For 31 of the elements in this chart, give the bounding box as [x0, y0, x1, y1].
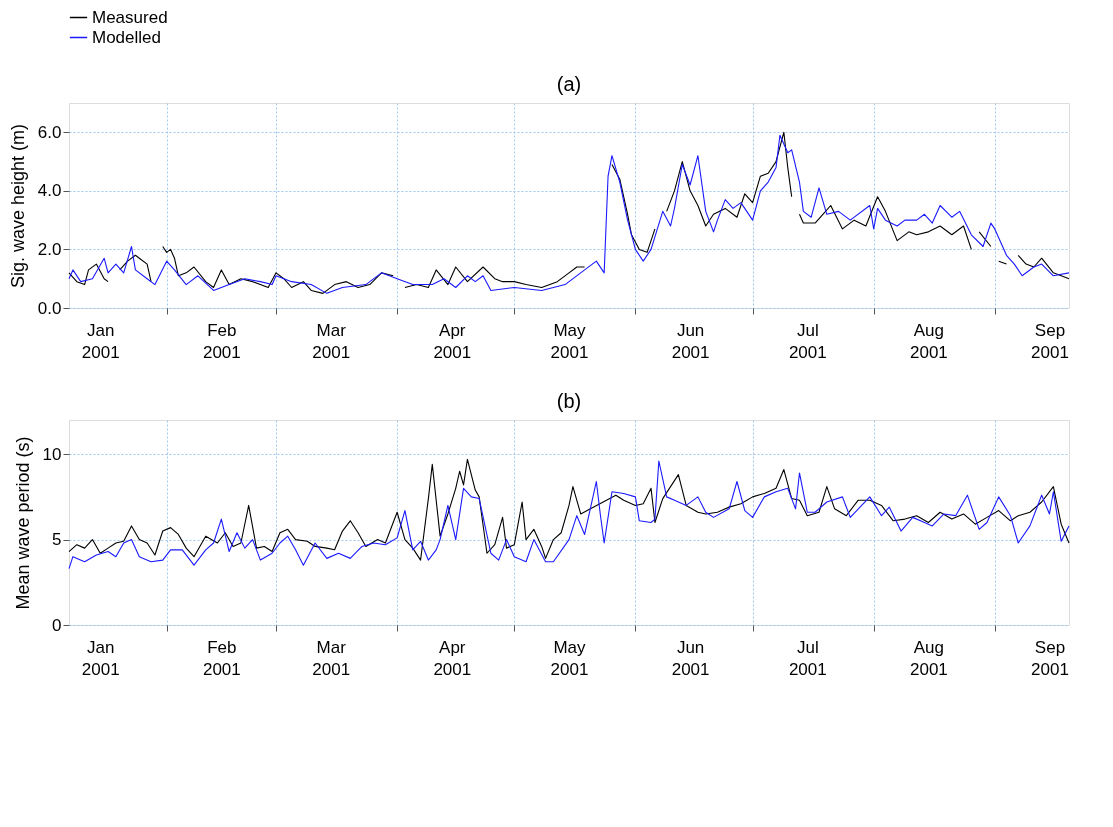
x-tick-label: Mar 2001 [312, 320, 351, 362]
x-tick-label: May 2001 [550, 637, 589, 679]
x-tick-label: Mar 2001 [312, 637, 351, 679]
x-tick-label: Jan 2001 [81, 637, 120, 679]
x-tick-label: Sep 2001 [1031, 320, 1069, 362]
x-tick-label: Jun 2001 [671, 320, 710, 362]
x-tick-label: Jan 2001 [81, 320, 120, 362]
x-tick-label: Aug 2001 [909, 637, 948, 679]
y-tick-label: 0 [52, 615, 62, 635]
y-axis-title: Mean wave period (s) [12, 436, 33, 610]
x-tick-label: Sep 2001 [1031, 637, 1069, 679]
x-tick-label: Jul 2001 [788, 320, 827, 362]
y-tick-label: 5 [52, 530, 62, 550]
x-tick-label: Feb 2001 [202, 320, 241, 362]
x-tick-label: Aug 2001 [909, 320, 948, 362]
x-tick-label: Apr 2001 [433, 320, 472, 362]
y-tick-label: 0.0 [37, 298, 62, 318]
legend-label: Measured [92, 7, 168, 27]
y-tick-label: 2.0 [37, 239, 62, 259]
y-axis-title: Sig. wave height (m) [7, 123, 28, 289]
x-tick-label: Feb 2001 [202, 637, 241, 679]
x-tick-label: May 2001 [550, 320, 589, 362]
chart-title: (a) [556, 73, 582, 95]
y-tick-label: 6.0 [37, 122, 62, 142]
x-tick-label: Jul 2001 [788, 637, 827, 679]
chart-title: (b) [556, 390, 582, 412]
legend-label: Modelled [92, 27, 161, 47]
x-tick-label: Apr 2001 [433, 637, 472, 679]
y-tick-label: 4.0 [37, 181, 62, 201]
y-tick-label: 10 [42, 444, 62, 464]
x-tick-label: Jun 2001 [671, 637, 710, 679]
